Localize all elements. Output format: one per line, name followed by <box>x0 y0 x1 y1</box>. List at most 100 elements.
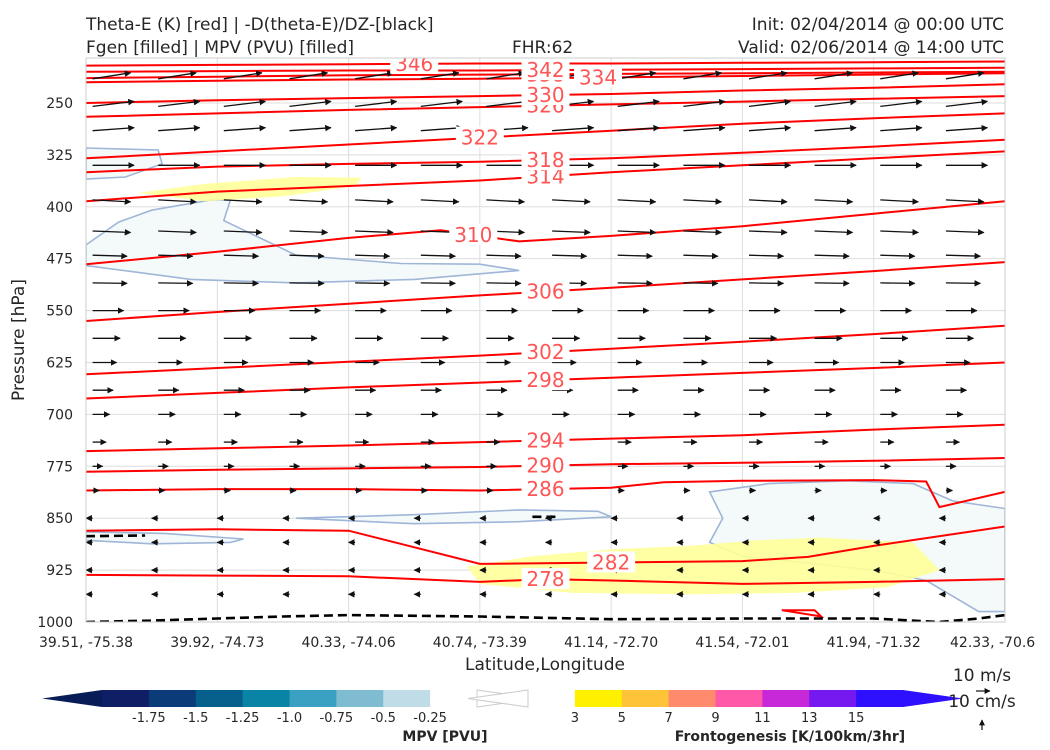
wind-vector <box>486 280 522 287</box>
wind-vector <box>158 280 194 287</box>
wind-vector <box>355 124 398 132</box>
wind-vector <box>158 124 201 132</box>
wind-vector <box>158 70 197 80</box>
colorbar-extend-left <box>42 690 102 707</box>
theta-e-label: 282 <box>592 550 630 574</box>
wind-vector <box>289 229 329 236</box>
label-knockout <box>521 59 570 81</box>
wind-vector <box>355 198 394 205</box>
wind-vector <box>945 229 985 236</box>
wind-vector <box>486 70 526 80</box>
wind-vector <box>814 124 857 132</box>
label-knockout <box>574 66 623 88</box>
mpv-region <box>86 147 164 180</box>
theta-e-label: 310 <box>454 223 492 247</box>
wind-vector <box>945 198 985 205</box>
wind-vector <box>748 198 788 205</box>
colorbar-tick: -0.75 <box>320 711 354 726</box>
wind-vector <box>880 252 916 260</box>
theta-e-label: 298 <box>526 368 564 392</box>
horizontal-scale-label: 10 m/s <box>953 666 1011 686</box>
label-knockout <box>521 149 570 171</box>
theta-e-label: 294 <box>526 428 564 452</box>
x-tick-label: 42.33, -70.6 <box>950 635 1035 651</box>
colorbar-extend-left <box>467 689 529 708</box>
theta-e-label: 286 <box>526 477 564 501</box>
wind-vector <box>683 252 719 260</box>
colorbar-tick: 13 <box>801 711 818 726</box>
wind-vector <box>223 124 267 132</box>
label-knockout <box>521 369 570 391</box>
title-left-line2: Fgen [filled] | MPV (PVU) [filled] <box>86 38 355 58</box>
wind-vector <box>683 98 726 108</box>
wind-vector <box>814 198 854 205</box>
colorbar-segment <box>621 690 670 707</box>
wind-vector <box>420 198 460 205</box>
label-knockout <box>521 165 570 187</box>
wind-vector <box>289 70 329 80</box>
title-left-line1: Theta-E (K) [red] | -D(theta-E)/DZ-[blac… <box>86 15 434 35</box>
label-knockout <box>521 478 570 500</box>
wind-vector <box>355 229 394 236</box>
colorbar-tick: -0.25 <box>413 711 447 726</box>
y-tick-label: 475 <box>46 252 73 268</box>
wind-vector <box>683 198 723 205</box>
mpv-region <box>296 509 612 525</box>
theta-e-line <box>86 200 1005 266</box>
colorbar-tick: -1.25 <box>226 711 260 726</box>
y-tick-label: 1000 <box>37 615 73 631</box>
y-axis-ticks: 250 325 400 475 550 625 700 775 850 925 1000 <box>37 96 73 631</box>
colorbar-tick: 15 <box>848 711 865 726</box>
y-tick-label: 550 <box>46 304 73 320</box>
x-tick-label: 40.74, -73.39 <box>433 635 527 651</box>
x-tick-label: 41.94, -71.32 <box>827 635 921 651</box>
wind-vector <box>223 70 263 80</box>
wind-vector <box>617 124 660 132</box>
x-tick-label: 41.54, -72.01 <box>695 635 789 651</box>
wind-vector <box>617 98 660 108</box>
wind-vector <box>945 124 989 132</box>
mpv-region <box>86 199 520 284</box>
wind-vector <box>617 198 657 205</box>
init-time: Init: 02/04/2014 @ 00:00 UTC <box>751 15 1004 35</box>
colorbar-segment <box>148 690 197 707</box>
label-knockout <box>521 454 570 476</box>
theta-e-label: 290 <box>526 454 564 478</box>
wind-vector <box>748 252 785 260</box>
theta-e-label: 322 <box>461 126 499 150</box>
wind-vector <box>617 280 653 287</box>
valid-time: Valid: 02/06/2014 @ 14:00 UTC <box>738 38 1004 58</box>
wind-vector <box>289 280 325 287</box>
theta-e-label: 306 <box>526 280 564 304</box>
y-tick-label: 400 <box>46 200 73 216</box>
wind-vector <box>289 98 332 108</box>
colorbar-segment <box>383 690 431 707</box>
theta-e-label: 318 <box>526 148 564 172</box>
wind-vector <box>880 229 919 236</box>
wind-vector <box>552 252 588 260</box>
wind-vector <box>355 98 398 108</box>
y-tick-label: 325 <box>46 148 73 164</box>
theta-e-label: 302 <box>526 340 564 364</box>
wind-vector <box>92 229 132 236</box>
x-axis-label: Latitude,Longitude <box>465 655 625 675</box>
wind-vector <box>552 124 595 132</box>
colorbar-segment <box>242 690 290 707</box>
x-tick-label: 39.51, -75.38 <box>39 635 133 651</box>
colorbar-tick: -1.75 <box>132 711 166 726</box>
small-theta-e-contour <box>781 609 825 618</box>
wind-vector <box>223 252 260 260</box>
wind-vector <box>748 70 788 80</box>
colorbar-segment <box>574 690 623 707</box>
colorbar-tick: 3 <box>571 711 579 726</box>
x-axis-ticks: 39.51, -75.38 39.92, -74.73 40.33, -74.06 4… <box>39 635 1035 651</box>
wind-vector <box>92 124 135 132</box>
colorbar-segment <box>668 690 716 707</box>
x-tick-label: 39.92, -74.73 <box>170 635 264 651</box>
wind-vector <box>617 252 653 260</box>
vertical-scale-label: 10 cm/s <box>948 692 1016 712</box>
label-knockout <box>390 58 439 74</box>
wind-vector <box>92 70 132 80</box>
y-tick-label: 250 <box>46 96 73 112</box>
